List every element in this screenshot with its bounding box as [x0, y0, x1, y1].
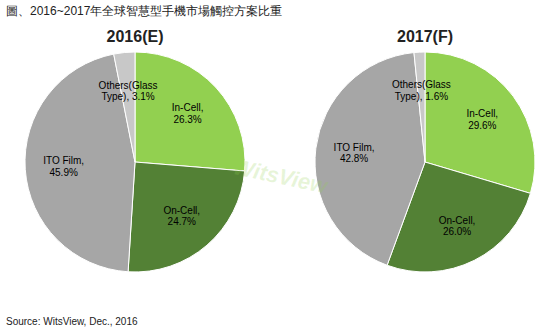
data-label: On-Cell,24.7% — [163, 205, 200, 228]
slice-labels: In-Cell,29.6% On-Cell,26.0% ITO Film,42.8%… — [334, 79, 499, 237]
data-label: In-Cell,29.6% — [466, 108, 498, 130]
slices — [25, 52, 245, 272]
pie-chart: In-Cell,26.3% On-Cell,24.7% ITO Film,45.9%… — [25, 52, 245, 272]
source-note: Source: WitsView, Dec., 2016 — [6, 316, 138, 327]
data-label: ITO Film,42.8% — [334, 142, 375, 165]
data-label: Others(GlassType), 1.6% — [392, 79, 451, 102]
figure-title: 圖、2016~2017年全球智慧型手機市場觸控方案比重 — [6, 4, 282, 18]
pie-slice — [114, 52, 135, 162]
chart-title: 2016(E) — [107, 28, 164, 45]
data-label: On-Cell,26.0% — [439, 215, 476, 238]
data-label: ITO Film,45.9% — [43, 155, 84, 178]
data-label: In-Cell,26.3% — [172, 102, 204, 125]
chart-title: 2017(F) — [397, 28, 453, 45]
slice-labels: In-Cell,26.3% On-Cell,24.7% ITO Film,45.9%… — [43, 80, 203, 228]
pie-chart: In-Cell,29.6% On-Cell,26.0% ITO Film,42.8%… — [315, 52, 535, 272]
data-label: Others(GlassType), 3.1% — [99, 80, 158, 103]
pie-slice — [414, 52, 425, 162]
chart-root: 圖、2016~2017年全球智慧型手機市場觸控方案比重 In-Cell,26.3%… — [0, 0, 560, 331]
pie-slice — [135, 52, 245, 171]
slices — [315, 52, 535, 272]
watermark: WitsView — [231, 154, 332, 199]
pie-slice — [128, 162, 245, 272]
